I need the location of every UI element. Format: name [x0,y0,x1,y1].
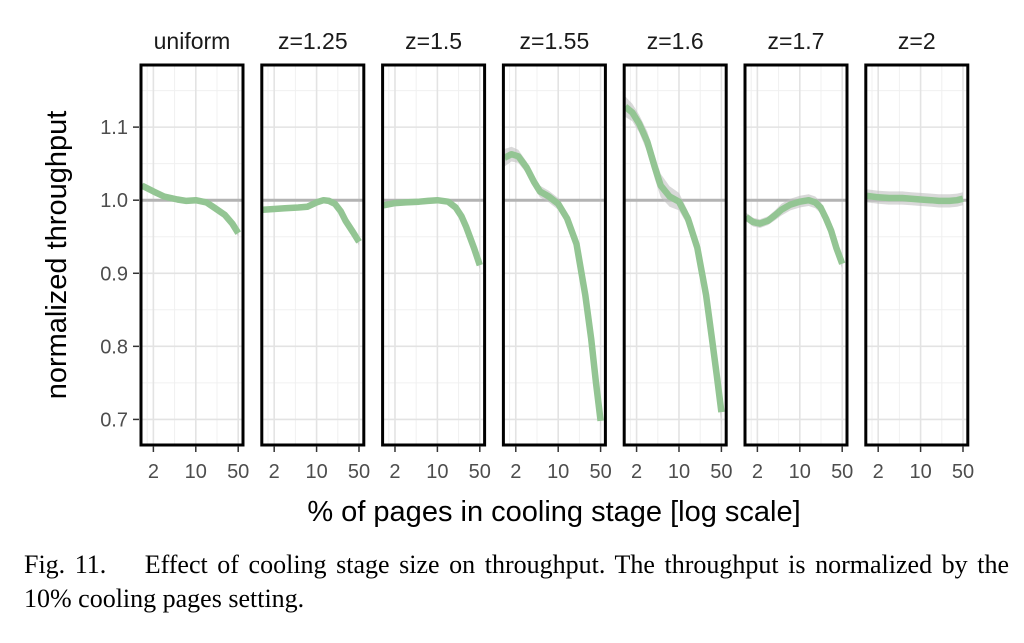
panel-z=2: z=2 2 10 50 [864,28,974,483]
panel-border [260,63,366,447]
panel-background [382,65,485,445]
y-axis-title: normalized throughput [41,111,73,400]
series-line [623,104,725,413]
panel-border [139,63,245,447]
panel-uniform: uniform 2 10 50 [139,28,249,483]
x-tick-label: 50 [831,461,853,483]
x-axis-title: % of pages in cooling stage [log scale] [307,496,800,528]
panel-background [141,65,243,445]
x-tick-label: 10 [789,461,811,483]
x-tick-label: 10 [426,461,448,483]
series-line [866,192,964,205]
x-tick-label: 2 [873,461,884,483]
x-tick-label: 10 [547,461,569,483]
y-tick-label: 0.9 [100,263,128,285]
x-tick-label: 50 [952,461,974,483]
panel-background [503,65,606,445]
series-line [140,182,241,235]
panel-z=1.7: z=1.7 2 10 50 [743,28,853,483]
y-axis-ticks: 0.7 0.8 0.9 1.0 1.1 [100,117,139,431]
x-tick-label: 50 [348,461,370,483]
panel-title: z=2 [898,28,936,54]
x-tick-label: 2 [389,461,400,483]
figure-caption: Fig. 11. Effect of cooling stage size on… [24,548,1009,616]
panel-title: z=1.7 [768,28,825,54]
x-tick-label: 2 [631,461,642,483]
panel-title: z=1.6 [647,28,704,54]
x-tick-label: 50 [469,461,491,483]
x-tick-label: 50 [227,461,249,483]
panel-z=1.6: z=1.6 2 10 50 [622,28,733,483]
x-tick-label: 50 [589,461,611,483]
series-line [382,196,483,267]
figure-caption-text: Effect of cooling stage size on throughp… [24,550,1010,613]
series-line [502,150,604,422]
panel-z=1.25: z=1.25 2 10 50 [260,28,370,483]
panel-border [381,63,487,447]
x-tick-label: 10 [909,461,931,483]
panel-title: z=1.55 [520,28,590,54]
faceted-line-chart: normalized throughput % of pages in cool… [41,28,974,528]
y-tick-label: 1.1 [100,117,128,139]
panel-border [501,63,607,447]
y-tick-label: 0.7 [100,409,128,431]
panel-background [745,65,847,445]
panel-z=1.5: z=1.5 2 10 50 [381,28,491,483]
panel-z=1.55: z=1.55 2 10 50 [501,28,612,483]
x-tick-label: 2 [510,461,521,483]
panel-title: z=1.25 [278,28,348,54]
series-line [744,196,846,265]
series-line [262,196,362,244]
panel-border [864,63,970,447]
confidence-band [746,194,843,269]
x-tick-label: 2 [148,461,159,483]
x-tick-label: 50 [710,461,732,483]
x-tick-label: 10 [185,461,207,483]
x-tick-label: 2 [752,461,763,483]
panel-title: uniform [154,28,231,54]
panel-border [622,63,728,447]
y-tick-label: 1.0 [100,190,128,212]
panel-background [865,65,968,445]
x-tick-label: 10 [305,461,327,483]
chart-panels: uniform 2 10 50 z=1.25 2 10 50 z=1.5 2 10 50 z=1.55 2… [139,28,974,483]
y-tick-label: 0.8 [100,336,128,358]
panel-background [261,65,364,445]
panel-title: z=1.5 [405,28,462,54]
figure-caption-label: Fig. 11. [24,550,107,579]
panel-border [743,63,849,447]
x-tick-label: 2 [269,461,280,483]
x-tick-label: 10 [668,461,690,483]
